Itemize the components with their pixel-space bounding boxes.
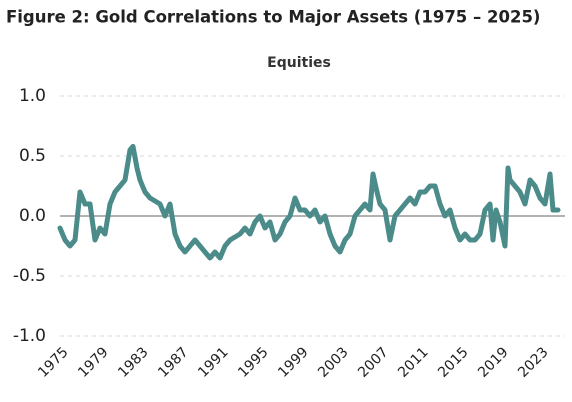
y-tick-label: 1.0 (19, 86, 46, 106)
y-tick-label: 0.5 (19, 146, 46, 166)
x-tick-label: 2003 (315, 344, 352, 381)
x-tick-label: 2019 (475, 344, 512, 381)
x-tick-label: 2011 (395, 344, 432, 381)
x-tick-label: 2015 (435, 344, 472, 381)
series-line (57, 143, 561, 261)
x-tick-label: 1987 (155, 344, 192, 381)
y-tick-label: -0.5 (13, 266, 46, 286)
x-tick-label: 1983 (115, 344, 152, 381)
y-tick-label: -1.0 (13, 326, 46, 346)
x-tick-label: 1979 (75, 344, 112, 381)
x-tick-label: 2007 (355, 344, 392, 381)
y-tick-label: 0.0 (19, 206, 46, 226)
chart-title: Figure 2: Gold Correlations to Major Ass… (6, 8, 540, 27)
x-tick-label: 1995 (235, 344, 272, 381)
x-tick-label: 1991 (195, 344, 232, 381)
x-tick-label: 1999 (275, 344, 312, 381)
x-tick-label: 1975 (35, 344, 72, 381)
chart-subtitle: Equities (267, 55, 331, 71)
x-tick-label: 2023 (515, 344, 552, 381)
